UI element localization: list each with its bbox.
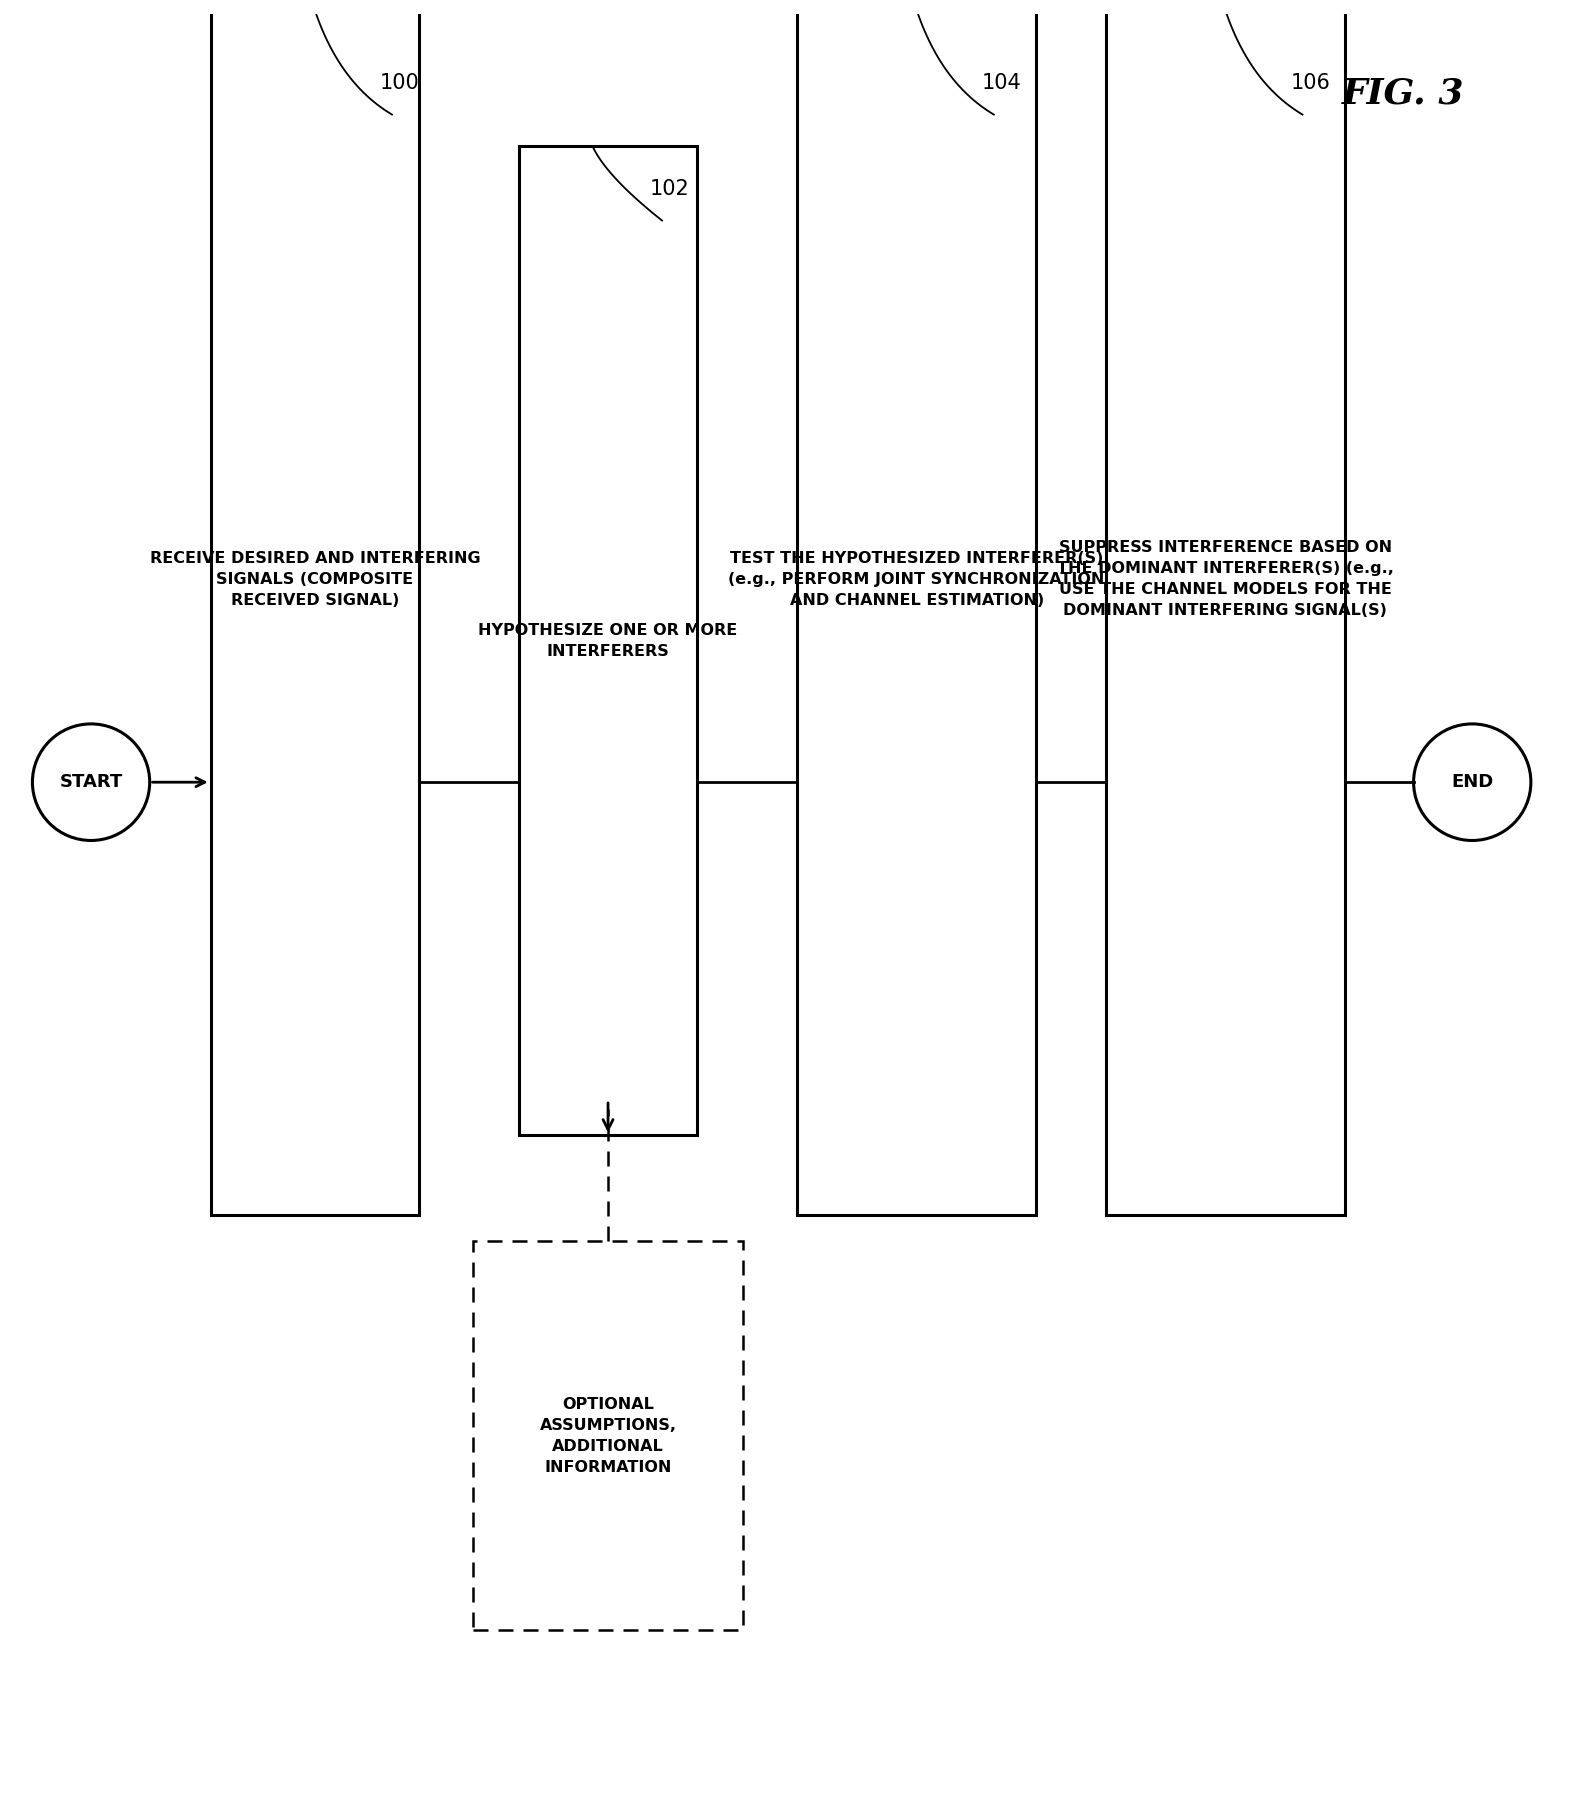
Text: RECEIVE DESIRED AND INTERFERING
SIGNALS (COMPOSITE
RECEIVED SIGNAL): RECEIVE DESIRED AND INTERFERING SIGNALS … <box>149 551 481 608</box>
Text: HYPOTHESIZE ONE OR MORE
INTERFERERS: HYPOTHESIZE ONE OR MORE INTERFERERS <box>479 623 738 658</box>
Text: TEST THE HYPOTHESIZED INTERFERER(S)
(e.g., PERFORM JOINT SYNCHRONIZATION
AND CHA: TEST THE HYPOTHESIZED INTERFERER(S) (e.g… <box>729 551 1104 608</box>
Bar <box>1106 0 1345 1215</box>
Bar <box>796 0 1037 1215</box>
Bar <box>473 1241 743 1631</box>
Text: END: END <box>1452 773 1494 791</box>
Ellipse shape <box>1414 725 1530 840</box>
Text: 104: 104 <box>982 74 1021 93</box>
Text: 102: 102 <box>650 179 690 199</box>
Bar <box>211 0 419 1215</box>
Text: OPTIONAL
ASSUMPTIONS,
ADDITIONAL
INFORMATION: OPTIONAL ASSUMPTIONS, ADDITIONAL INFORMA… <box>539 1398 677 1475</box>
Bar <box>520 147 698 1136</box>
Ellipse shape <box>33 725 149 840</box>
Text: FIG. 3: FIG. 3 <box>1342 77 1464 111</box>
Text: 106: 106 <box>1290 74 1331 93</box>
Text: 100: 100 <box>380 74 419 93</box>
Text: SUPPRESS INTERFERENCE BASED ON
THE DOMINANT INTERFERER(S) (e.g.,
USE THE CHANNEL: SUPPRESS INTERFERENCE BASED ON THE DOMIN… <box>1057 540 1393 619</box>
Text: START: START <box>60 773 123 791</box>
